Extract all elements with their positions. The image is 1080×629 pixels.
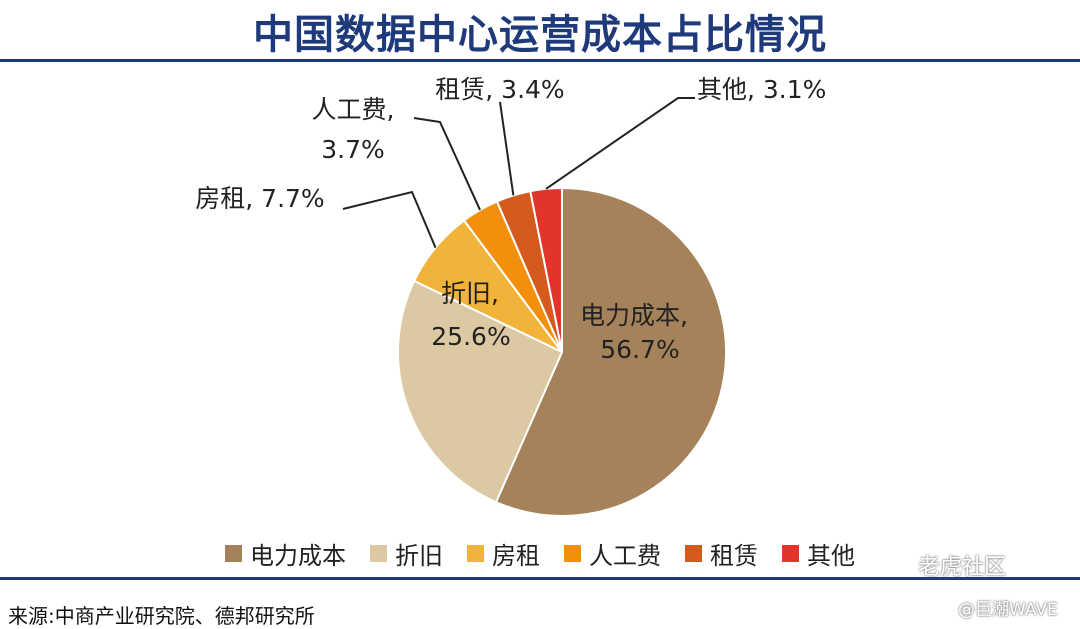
pie-slice-1 bbox=[397, 279, 564, 504]
top-divider bbox=[0, 59, 1080, 62]
watermark-handle: @巨潮WAVE bbox=[958, 600, 1058, 620]
legend-swatch bbox=[564, 544, 581, 562]
legend-label: 其他 bbox=[807, 541, 855, 570]
legend-swatch bbox=[370, 544, 387, 562]
legend: 电力成本 折旧 房租 人工费 租赁 其他 bbox=[0, 535, 1080, 571]
legend-item-0: 电力成本 bbox=[225, 536, 346, 571]
legend-swatch bbox=[782, 544, 799, 562]
leader-line-3 bbox=[413, 117, 481, 211]
legend-item-1: 折旧 bbox=[370, 536, 443, 571]
slice-label-4: 租赁, 3.4% bbox=[435, 75, 564, 104]
slice-label-1: 折旧, bbox=[441, 279, 499, 308]
slice-label-2: 房租, 7.7% bbox=[195, 184, 324, 213]
pie-slice-0 bbox=[494, 186, 727, 517]
pie-slice-5 bbox=[529, 186, 563, 353]
leader-line-4 bbox=[499, 101, 515, 196]
slice-label-3: 人工费, bbox=[312, 95, 395, 124]
legend-label: 人工费 bbox=[589, 541, 661, 570]
leader-line-5 bbox=[545, 97, 695, 190]
legend-item-5: 其他 bbox=[782, 536, 855, 571]
bottom-divider bbox=[0, 577, 1080, 580]
slice-value-1: 25.6% bbox=[431, 322, 510, 351]
legend-swatch bbox=[685, 544, 702, 562]
watermark: 老虎社区 bbox=[918, 555, 1007, 580]
legend-label: 房租 bbox=[492, 541, 540, 570]
slice-value-3: 3.7% bbox=[321, 135, 385, 164]
leader-line-2 bbox=[342, 190, 437, 249]
legend-item-2: 房租 bbox=[467, 536, 540, 571]
pie-chart: 电力成本, 56.7% 折旧, 25.6% 房租, 7.7% 人工费, 3.7% 租赁, 3.… bbox=[195, 75, 826, 517]
slice-label-5: 其他, 3.1% bbox=[697, 75, 826, 104]
slice-value-0: 56.7% bbox=[600, 335, 679, 364]
legend-label: 电力成本 bbox=[250, 541, 346, 570]
page-title: 中国数据中心运营成本占比情况 bbox=[253, 12, 827, 58]
legend-swatch bbox=[225, 544, 242, 562]
legend-swatch bbox=[467, 544, 484, 562]
legend-label: 租赁 bbox=[710, 541, 758, 570]
legend-item-4: 租赁 bbox=[685, 536, 758, 571]
slice-label-0: 电力成本, bbox=[580, 301, 688, 330]
legend-label: 折旧 bbox=[395, 541, 443, 570]
legend-item-3: 人工费 bbox=[564, 536, 661, 571]
source-note: 来源:中商产业研究院、德邦研究所 bbox=[8, 604, 315, 628]
